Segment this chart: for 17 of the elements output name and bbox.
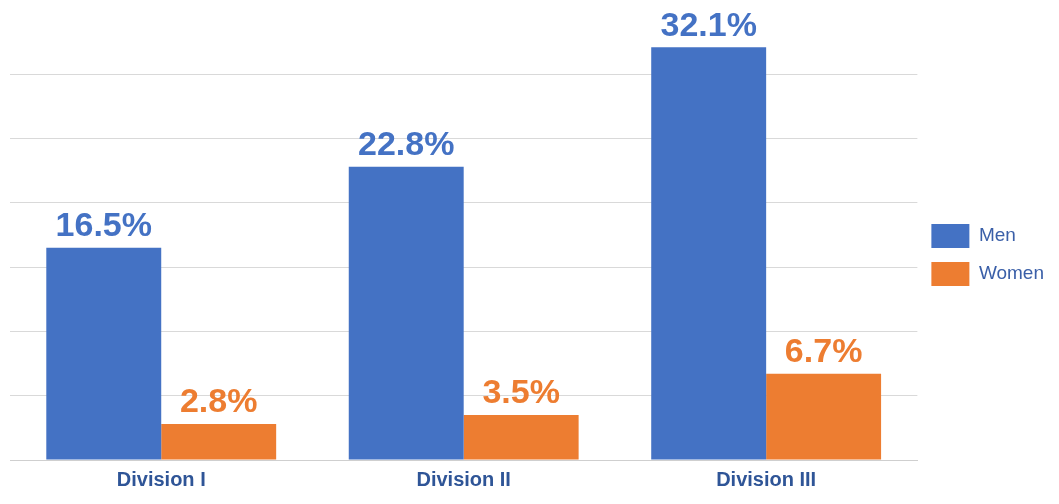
x-tick-label: Division III [716, 467, 817, 490]
data-label: 2.8% [179, 381, 258, 420]
bar [651, 47, 767, 460]
bar [766, 373, 882, 460]
data-label: 16.5% [55, 205, 152, 244]
data-label: 32.1% [660, 4, 757, 43]
bar [161, 424, 277, 460]
legend-label: Women [978, 262, 1045, 284]
bar [348, 166, 464, 460]
x-tick-label: Division I [116, 467, 206, 490]
x-tick-label: Division II [416, 467, 511, 490]
data-label: 6.7% [784, 331, 863, 370]
data-label: 3.5% [482, 372, 560, 411]
bar [463, 415, 579, 460]
data-label: 22.8% [358, 124, 455, 163]
legend-label: Men [978, 224, 1016, 246]
bar [46, 247, 162, 460]
